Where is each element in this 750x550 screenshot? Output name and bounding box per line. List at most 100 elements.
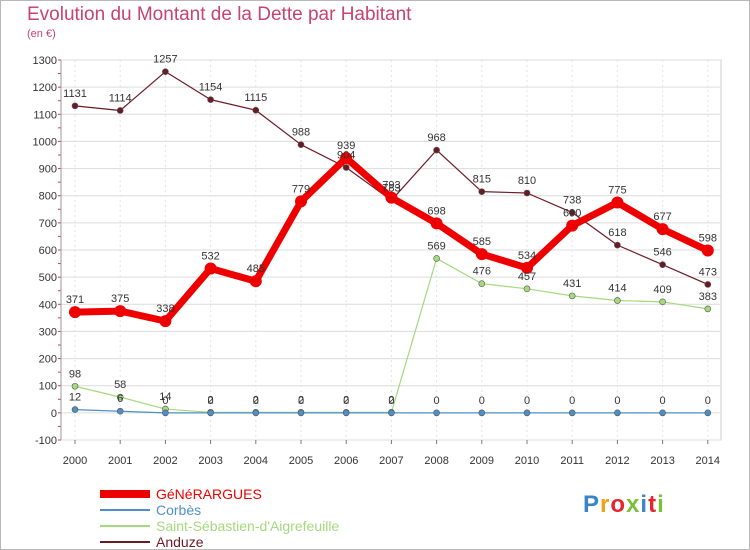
data-label-generargues: 677 (653, 211, 671, 223)
data-label-anduze: 968 (427, 132, 445, 144)
data-point-corbes (568, 409, 576, 417)
data-point-corbes (659, 409, 666, 417)
data-label-corbes: 0 (434, 395, 440, 407)
data-point-generargues (159, 315, 172, 328)
data-label-saint-sebastien-d-aigrefeuille: 58 (114, 379, 126, 391)
data-point-generargues (340, 151, 353, 164)
data-point-generargues (566, 219, 579, 232)
logo-letter: i (640, 491, 649, 518)
data-point-saint-sebastien-d-aigrefeuille (116, 393, 124, 401)
legend-item-anduze: Anduze (100, 534, 339, 550)
legend-item-generargues: GéNéRARGUES (100, 486, 339, 502)
data-label-anduze: 988 (292, 127, 310, 139)
data-label-generargues: 939 (337, 140, 355, 152)
data-label-anduze: 810 (518, 175, 536, 187)
data-point-generargues (430, 217, 443, 230)
unit-subtitle: (en €) (27, 28, 56, 40)
data-point-corbes (433, 409, 440, 417)
data-point-generargues (701, 244, 714, 257)
data-label-generargues: 793 (382, 180, 400, 192)
data-label-corbes: 0 (162, 395, 168, 407)
series-layer (69, 68, 714, 417)
x-tick-label: 2009 (470, 455, 494, 467)
data-label-corbes: 0 (569, 395, 575, 407)
x-tick-label: 2014 (696, 455, 720, 467)
legend: GéNéRARGUES Corbès Saint-Sébastien-d'Aigre… (100, 486, 339, 550)
data-point-corbes (342, 409, 350, 417)
data-point-anduze (659, 261, 666, 268)
data-point-saint-sebastien-d-aigrefeuille (704, 305, 712, 313)
line-chart: -100010020030040050060070080090010001100… (33, 54, 722, 467)
data-point-saint-sebastien-d-aigrefeuille (614, 297, 621, 304)
data-label-anduze: 783 (382, 182, 400, 194)
data-point-corbes (207, 409, 214, 417)
series-line-anduze (74, 71, 709, 286)
data-point-anduze (162, 68, 169, 75)
data-point-corbes (388, 409, 395, 417)
data-label-corbes: 0 (298, 395, 304, 407)
data-label-saint-sebastien-d-aigrefeuille: 414 (608, 282, 626, 294)
data-point-corbes (614, 409, 621, 417)
data-point-anduze (568, 209, 576, 216)
x-tick-label: 2002 (153, 455, 177, 467)
data-point-corbes (162, 409, 169, 417)
data-label-saint-sebastien-d-aigrefeuille: 98 (69, 368, 81, 380)
data-point-anduze (704, 281, 712, 288)
data-label-anduze: 1114 (109, 92, 132, 104)
x-tick-label: 2011 (560, 455, 584, 467)
data-point-corbes (523, 409, 531, 417)
data-label-corbes: 0 (253, 395, 259, 407)
data-label-anduze: 1115 (244, 92, 267, 104)
data-label-generargues: 598 (699, 233, 717, 245)
x-tick-label: 2005 (289, 455, 313, 467)
data-label-generargues: 485 (247, 263, 265, 275)
data-point-corbes (252, 409, 260, 417)
page-title: Evolution du Montant de la Dette par Hab… (27, 4, 412, 25)
logo-letter: P (583, 491, 601, 518)
data-point-anduze (116, 107, 124, 114)
legend-swatch (100, 541, 150, 543)
legend-swatch (100, 525, 150, 527)
x-tick-label: 2013 (650, 455, 674, 467)
legend-label: Corbès (156, 502, 202, 518)
data-point-generargues (385, 191, 398, 204)
data-label-saint-sebastien-d-aigrefeuille: 2 (208, 394, 214, 406)
data-label-corbes: 6 (117, 393, 123, 405)
data-point-corbes (704, 409, 712, 417)
data-point-anduze (342, 164, 350, 171)
data-label-corbes: 0 (343, 395, 349, 407)
y-tick-label: 0 (51, 408, 57, 420)
data-label-corbes: 0 (660, 395, 666, 407)
logo-letter: r (600, 491, 611, 518)
data-label-saint-sebastien-d-aigrefeuille: 569 (427, 240, 445, 252)
data-point-corbes (116, 407, 124, 415)
y-tick-label: 1100 (33, 109, 57, 121)
data-point-saint-sebastien-d-aigrefeuille (478, 280, 486, 287)
data-point-generargues (69, 306, 81, 319)
y-tick-label: 900 (39, 164, 57, 176)
data-point-generargues (249, 275, 262, 288)
logo-letter: t (648, 491, 658, 518)
data-label-anduze: 738 (563, 195, 581, 207)
data-label-saint-sebastien-d-aigrefeuille: 409 (653, 284, 671, 296)
data-point-generargues (204, 262, 217, 275)
data-label-saint-sebastien-d-aigrefeuille: 14 (159, 391, 171, 403)
data-point-corbes (478, 409, 486, 417)
data-label-anduze: 904 (337, 149, 355, 161)
data-label-generargues: 779 (292, 183, 310, 195)
data-label-saint-sebastien-d-aigrefeuille: 457 (518, 271, 536, 283)
data-label-anduze: 1257 (153, 54, 177, 66)
x-tick-label: 2012 (605, 455, 629, 467)
y-tick-label: 100 (39, 381, 57, 393)
data-point-anduze (297, 141, 305, 148)
data-point-generargues (611, 196, 624, 209)
data-label-saint-sebastien-d-aigrefeuille: 431 (563, 278, 581, 290)
y-tick-label: 600 (39, 245, 57, 257)
y-tick-label: 1000 (33, 136, 57, 148)
data-point-generargues (656, 223, 669, 236)
data-label-generargues: 698 (427, 205, 445, 217)
data-label-anduze: 815 (473, 174, 491, 186)
data-point-generargues (295, 195, 307, 208)
logo-letter: i (657, 491, 665, 518)
